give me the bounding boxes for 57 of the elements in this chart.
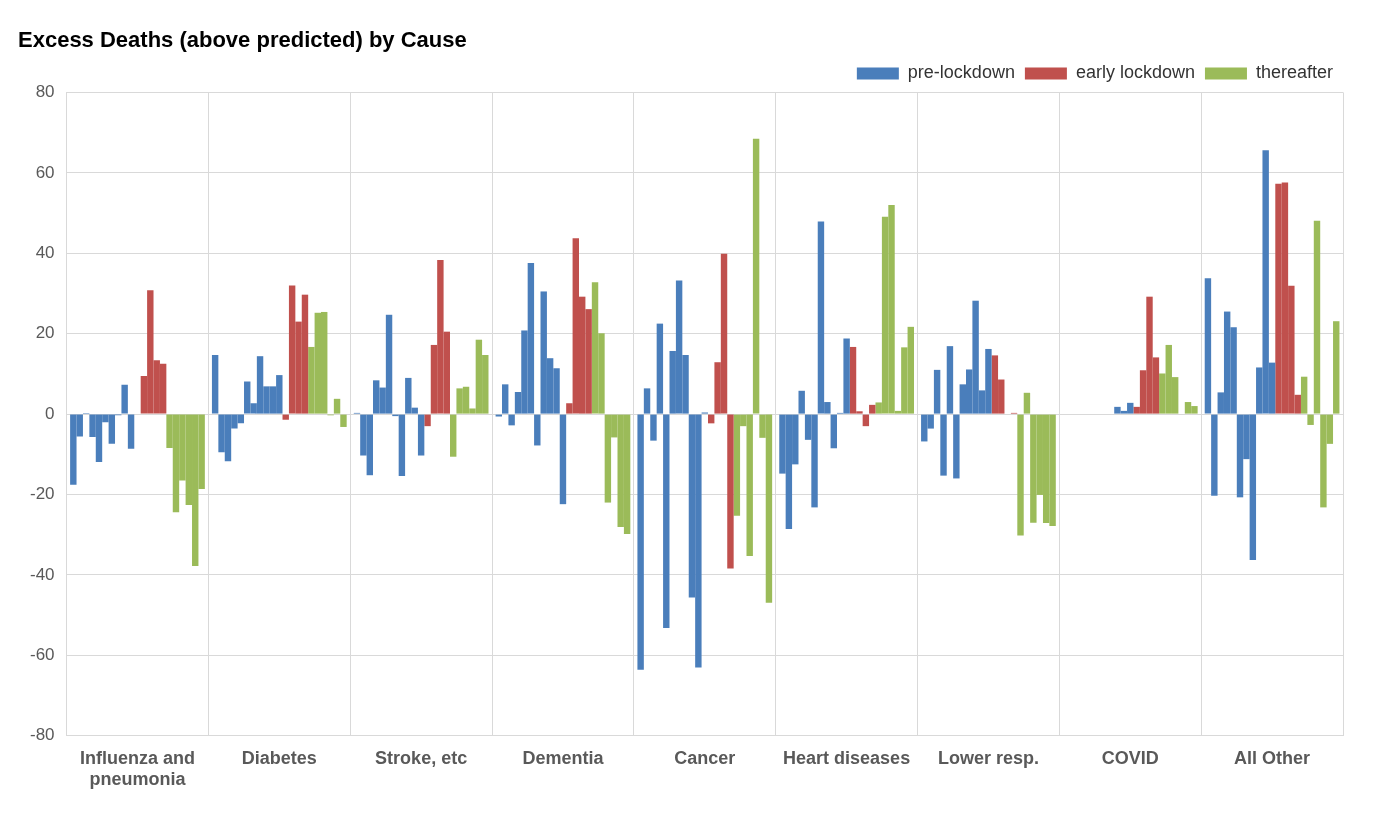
bar bbox=[450, 414, 457, 457]
bar bbox=[1313, 220, 1321, 414]
bar bbox=[946, 346, 954, 414]
bar bbox=[424, 414, 431, 427]
bar bbox=[953, 414, 960, 479]
y-tick-label: 80 bbox=[35, 82, 55, 102]
bar bbox=[798, 390, 805, 414]
bar bbox=[282, 414, 289, 420]
bar bbox=[127, 414, 135, 449]
legend-label: thereafter bbox=[1255, 62, 1334, 83]
bar bbox=[933, 369, 941, 414]
y-tick-label: 60 bbox=[35, 162, 55, 182]
bar bbox=[727, 414, 734, 569]
legend-label: early lockdown bbox=[1075, 62, 1195, 83]
bar bbox=[502, 384, 509, 414]
y-tick-label: -80 bbox=[29, 725, 55, 745]
y-tick-label: 0 bbox=[45, 403, 55, 423]
bar bbox=[656, 323, 664, 414]
bar bbox=[1017, 414, 1024, 536]
x-tick-label: Diabetes bbox=[241, 747, 317, 768]
x-tick-label: COVID bbox=[1101, 747, 1159, 768]
bar bbox=[752, 138, 760, 414]
bar bbox=[534, 414, 541, 446]
bar bbox=[508, 414, 515, 426]
bar bbox=[1333, 321, 1340, 414]
bar bbox=[643, 388, 651, 414]
bar bbox=[663, 414, 670, 629]
bar bbox=[650, 414, 657, 441]
bar bbox=[417, 414, 425, 456]
bar bbox=[211, 354, 219, 414]
x-tick-label: Dementia bbox=[522, 747, 605, 768]
y-tick-label: 20 bbox=[35, 323, 55, 343]
bar bbox=[1023, 392, 1031, 414]
bar bbox=[869, 404, 876, 414]
x-tick-label: Lower resp. bbox=[937, 747, 1039, 768]
bar bbox=[1211, 414, 1218, 496]
y-tick-label: -20 bbox=[29, 484, 55, 504]
bar bbox=[340, 414, 347, 427]
y-tick-label: -40 bbox=[29, 564, 55, 584]
bar bbox=[333, 398, 341, 414]
bar bbox=[637, 414, 644, 670]
chart-title: Excess Deaths (above predicted) by Cause bbox=[18, 27, 467, 53]
x-tick-label: Heart diseases bbox=[783, 747, 911, 768]
y-tick-label: 40 bbox=[35, 242, 55, 262]
bar bbox=[121, 384, 128, 414]
x-tick-label: Stroke, etc bbox=[375, 747, 468, 768]
y-tick-label: -60 bbox=[29, 645, 55, 665]
bar bbox=[830, 414, 837, 449]
x-tick-label: All Other bbox=[1234, 747, 1311, 768]
x-tick-label: Cancer bbox=[674, 747, 736, 768]
x-tick-label: Influenza and pneumonia bbox=[79, 747, 195, 790]
bar bbox=[559, 414, 567, 505]
bar bbox=[1307, 414, 1314, 425]
bar bbox=[940, 414, 947, 476]
bar bbox=[1204, 278, 1212, 414]
legend-label: pre-lockdown bbox=[907, 62, 1015, 83]
bar bbox=[1300, 376, 1308, 414]
